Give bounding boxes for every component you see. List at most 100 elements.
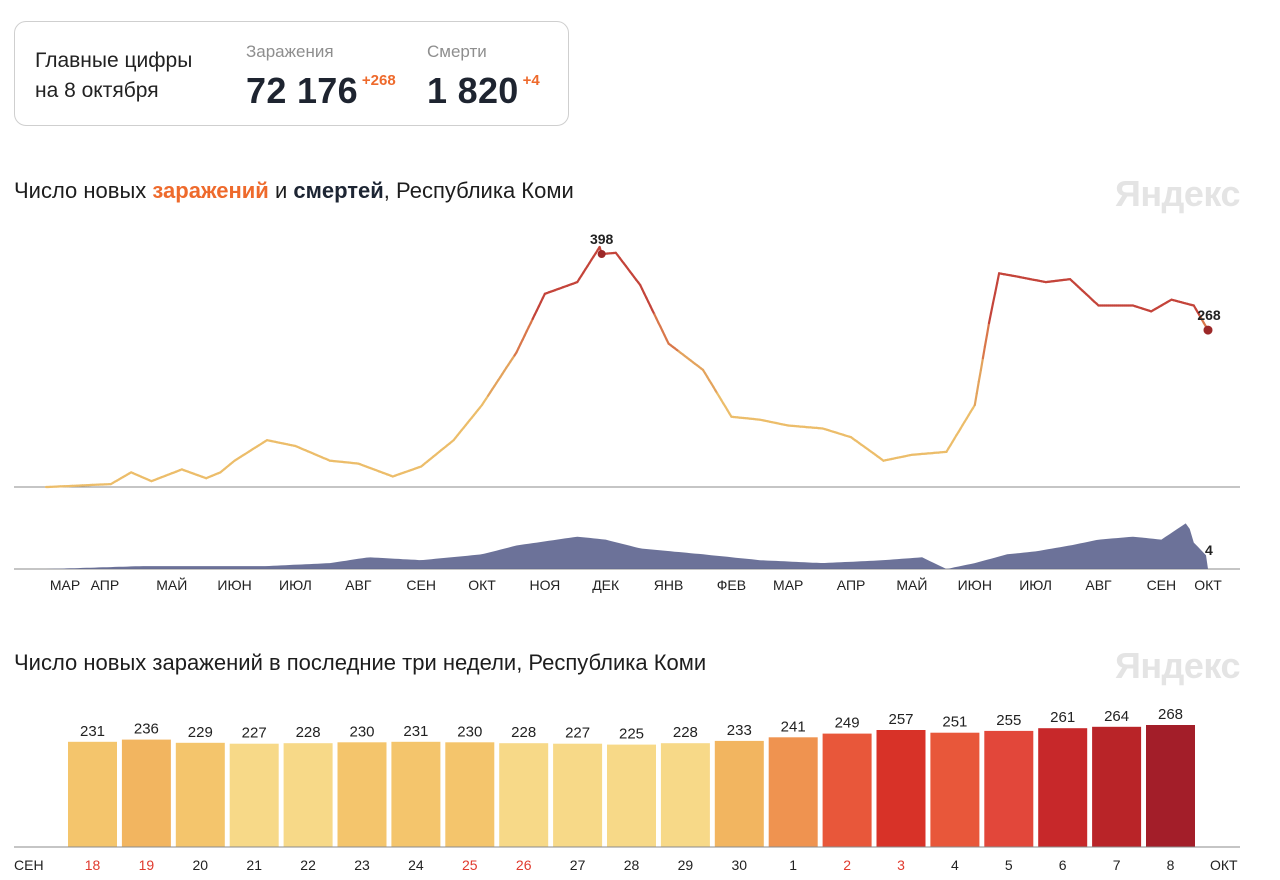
daily-cases-deaths-chart: 398 268 4 МАР АПР МАЙ ИЮН ИЮЛ АВГ СЕН ОКТ НОЯ ДЕК ЯНВ… [14,231,1240,593]
infections-value: 72 176 [246,70,358,111]
bar-value-label: 251 [942,714,967,731]
bar-day-label: 23 [354,857,370,873]
x-tick-label: СЕН [1147,577,1177,593]
x-tick-label: ИЮН [217,577,251,593]
bar-day-label: 4 [951,857,959,873]
infections-line-segment [985,321,991,336]
bar-day-label: 2 [843,857,851,873]
x-tick-label: НОЯ [529,577,560,593]
deaths-stat: Смерти 1 820 +4 [427,42,540,112]
chart1-title: Число новых заражений и смертей, Республ… [14,178,574,204]
bar [175,742,225,847]
bar [930,732,980,847]
x-tick-label: МАР [773,577,803,593]
deaths-value: 1 820 [427,70,519,111]
infections-line-segment [983,333,989,348]
bar-value-label: 225 [619,726,644,743]
bar-value-label: 264 [1104,708,1129,725]
x-tick-label: ИЮЛ [1019,577,1052,593]
infections-line-segment [975,380,980,395]
bar [1038,728,1088,847]
bar-day-label: 8 [1167,857,1175,873]
bar-value-label: 230 [457,723,482,740]
bar-day-label: 6 [1059,857,1067,873]
infections-stat: Заражения 72 176 +268 [246,42,396,112]
month-end-label: ОКТ [1210,857,1238,873]
infections-line-segment [973,392,978,407]
infections-line-segment [995,272,1001,285]
bar-value-label: 255 [996,712,1021,729]
bar-day-label: 29 [678,857,694,873]
bar [876,730,926,847]
bar-value-label: 257 [888,711,913,728]
bar-value-label: 268 [1158,706,1183,723]
bar-value-label: 228 [296,724,321,741]
bar-value-label: 228 [673,724,698,741]
infections-line-segment [987,311,993,325]
yandex-logo: Яндекс [1114,173,1241,214]
month-start-label: СЕН [14,857,44,873]
x-tick-label: МАЙ [896,576,927,593]
infections-line-segment [981,345,987,360]
bar [445,742,495,847]
x-tick-label: ИЮЛ [279,577,312,593]
bar-value-label: 231 [403,723,428,740]
peak-label: 398 [590,231,614,247]
infections-line [44,245,1210,489]
bar-value-label: 231 [80,723,105,740]
three-week-bar-chart: 2311823619229202272122822230232312423025… [14,706,1240,873]
bar [121,739,171,847]
deaths-last-label: 4 [1205,542,1213,558]
bar-day-label: 3 [897,857,905,873]
bar-day-label: 30 [732,857,748,873]
bar-value-label: 261 [1050,709,1075,726]
summary-title-line2: на 8 октября [35,79,159,102]
chart1-title-prefix: Число новых [14,178,153,203]
chart1-title-suffix: , Республика Коми [383,178,574,203]
bar [1146,725,1195,847]
bar-value-label: 228 [511,724,536,741]
bar-day-label: 20 [193,857,209,873]
chart1-title-infections: заражений [152,178,269,203]
x-tick-label: МАЙ [156,576,187,593]
bar [714,740,764,847]
x-tick-label: ФЕВ [717,577,746,593]
bar-day-label: 28 [624,857,640,873]
bar-day-label: 1 [789,857,797,873]
bar [499,743,549,847]
bar-day-label: 26 [516,857,532,873]
last-point [1203,325,1213,335]
bar-value-label: 241 [781,718,806,735]
infections-label: Заражения [246,42,334,61]
bar [553,743,603,847]
x-tick-label: СЕН [406,577,436,593]
x-tick-label: АПР [91,577,120,593]
bar-value-label: 227 [242,725,267,742]
bar-value-label: 229 [188,724,213,741]
bar-day-label: 27 [570,857,586,873]
summary-title-line1: Главные цифры [35,49,193,72]
yandex-logo-2: Яндекс [1114,645,1241,686]
bar [391,741,441,847]
deaths-label: Смерти [427,42,487,61]
bar-day-label: 22 [300,857,316,873]
bar-day-label: 21 [246,857,262,873]
bar-day-label: 7 [1113,857,1121,873]
bar-day-label: 5 [1005,857,1013,873]
infections-line-segment [977,368,983,383]
x-tick-label: ЯНВ [654,577,684,593]
x-tick-label: АПР [837,577,866,593]
infections-line-segment [991,292,997,305]
bar [660,743,710,847]
bar [1092,726,1142,847]
chart1-title-and: и [268,178,294,203]
x-tick-label: АВГ [345,577,372,593]
bar [984,730,1034,847]
bar-value-label: 249 [835,715,860,732]
x-tick-label: ОКТ [1194,577,1222,593]
peak-point [597,250,606,258]
x-tick-label: ДЕК [592,577,620,593]
summary-card: Главные цифры на 8 октября Заражения 72 … [14,21,569,126]
bar [229,743,279,847]
bar-day-label: 19 [139,857,155,873]
